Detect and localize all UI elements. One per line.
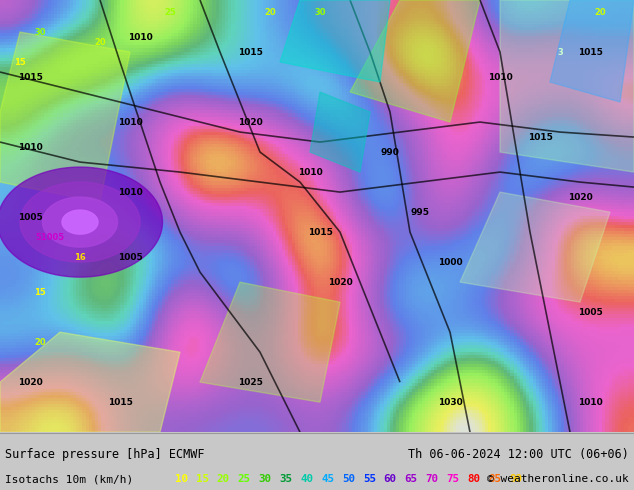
Text: 20: 20: [264, 7, 276, 17]
Text: 1010: 1010: [578, 398, 602, 407]
Text: 40: 40: [301, 474, 313, 484]
Text: 10: 10: [175, 474, 188, 484]
Text: 1020: 1020: [328, 278, 353, 287]
Polygon shape: [280, 0, 390, 82]
Text: 20: 20: [594, 7, 606, 17]
Text: 90: 90: [509, 474, 522, 484]
Text: 85: 85: [488, 474, 501, 484]
Text: 1005: 1005: [578, 308, 602, 317]
Text: 1010: 1010: [18, 143, 42, 151]
Text: 20: 20: [94, 38, 106, 47]
Text: 1010: 1010: [488, 73, 512, 81]
Text: Th 06-06-2024 12:00 UTC (06+06): Th 06-06-2024 12:00 UTC (06+06): [408, 448, 629, 461]
Text: 75: 75: [446, 474, 460, 484]
Text: 1020: 1020: [567, 193, 592, 201]
Polygon shape: [0, 332, 180, 432]
Text: 35: 35: [280, 474, 292, 484]
Text: 45: 45: [321, 474, 334, 484]
Text: Isotachs 10m (km/h): Isotachs 10m (km/h): [5, 474, 133, 484]
Text: © weatheronline.co.uk: © weatheronline.co.uk: [488, 474, 629, 484]
Polygon shape: [350, 0, 480, 122]
Text: 1010: 1010: [297, 168, 322, 176]
Text: 1005: 1005: [18, 213, 42, 221]
Polygon shape: [200, 282, 340, 402]
Polygon shape: [62, 210, 98, 234]
Text: 20: 20: [34, 338, 46, 346]
Text: 25: 25: [238, 474, 250, 484]
Text: 70: 70: [425, 474, 439, 484]
Text: 65: 65: [404, 474, 418, 484]
Text: 30: 30: [259, 474, 271, 484]
Text: 3: 3: [557, 48, 563, 56]
Text: 80: 80: [467, 474, 480, 484]
Text: 30: 30: [34, 27, 46, 37]
Polygon shape: [500, 0, 634, 172]
Text: 1015: 1015: [18, 73, 42, 81]
Text: 20: 20: [217, 474, 230, 484]
Text: 1020: 1020: [18, 378, 42, 387]
Polygon shape: [460, 192, 610, 302]
Text: 15: 15: [196, 474, 209, 484]
Text: 55: 55: [363, 474, 376, 484]
Polygon shape: [550, 0, 634, 102]
Polygon shape: [42, 197, 117, 247]
Text: 1015: 1015: [578, 48, 602, 56]
Text: 16: 16: [74, 253, 86, 262]
Text: 50: 50: [342, 474, 355, 484]
Text: 995: 995: [410, 208, 429, 217]
Text: 1025: 1025: [238, 378, 262, 387]
Polygon shape: [310, 92, 370, 172]
Text: 990: 990: [380, 147, 399, 157]
Text: 1015: 1015: [108, 398, 133, 407]
Text: 1030: 1030: [437, 398, 462, 407]
Text: 60: 60: [384, 474, 397, 484]
Text: 1020: 1020: [238, 118, 262, 126]
Text: 15: 15: [14, 57, 26, 67]
Polygon shape: [0, 32, 130, 202]
Text: 1015: 1015: [307, 227, 332, 237]
Text: 51005: 51005: [36, 233, 65, 242]
Text: 25: 25: [164, 7, 176, 17]
Text: 30: 30: [314, 7, 326, 17]
Text: 1010: 1010: [118, 118, 143, 126]
Polygon shape: [20, 182, 140, 262]
Polygon shape: [0, 167, 162, 277]
Text: 1010: 1010: [127, 32, 152, 42]
Text: 1015: 1015: [238, 48, 262, 56]
Text: Surface pressure [hPa] ECMWF: Surface pressure [hPa] ECMWF: [5, 448, 205, 461]
Text: 1000: 1000: [437, 258, 462, 267]
Text: 1010: 1010: [118, 188, 143, 196]
Text: 1005: 1005: [118, 253, 143, 262]
Text: 1015: 1015: [527, 133, 552, 142]
Text: 15: 15: [34, 288, 46, 296]
